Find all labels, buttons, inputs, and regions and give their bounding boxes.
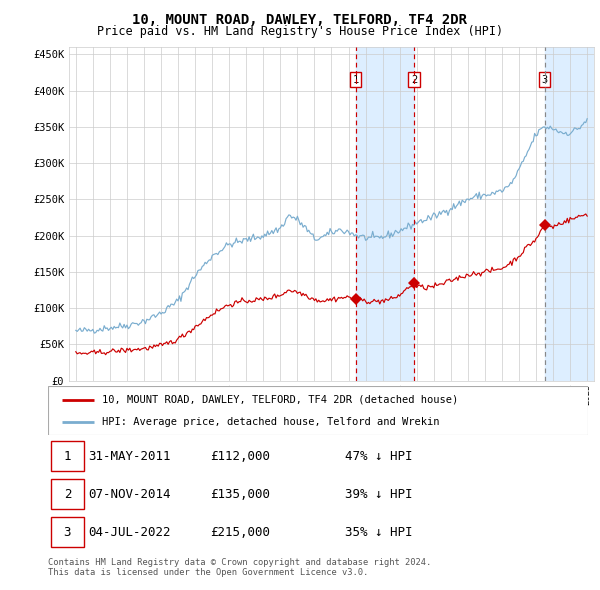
Bar: [50, 441, 84, 471]
Bar: [50, 479, 84, 509]
Text: 1: 1: [64, 450, 71, 463]
Text: 35% ↓ HPI: 35% ↓ HPI: [345, 526, 413, 539]
Text: 3: 3: [541, 75, 548, 85]
Text: £112,000: £112,000: [210, 450, 270, 463]
Text: 2: 2: [411, 75, 417, 85]
Text: 47% ↓ HPI: 47% ↓ HPI: [345, 450, 413, 463]
Bar: [50, 517, 84, 547]
Text: Contains HM Land Registry data © Crown copyright and database right 2024.
This d: Contains HM Land Registry data © Crown c…: [48, 558, 431, 577]
Text: 31-MAY-2011: 31-MAY-2011: [89, 450, 171, 463]
Text: HPI: Average price, detached house, Telford and Wrekin: HPI: Average price, detached house, Telf…: [102, 417, 439, 427]
Text: 07-NOV-2014: 07-NOV-2014: [89, 487, 171, 501]
Text: 10, MOUNT ROAD, DAWLEY, TELFORD, TF4 2DR: 10, MOUNT ROAD, DAWLEY, TELFORD, TF4 2DR: [133, 13, 467, 27]
Bar: [356, 47, 414, 381]
Text: Price paid vs. HM Land Registry's House Price Index (HPI): Price paid vs. HM Land Registry's House …: [97, 25, 503, 38]
Text: 10, MOUNT ROAD, DAWLEY, TELFORD, TF4 2DR (detached house): 10, MOUNT ROAD, DAWLEY, TELFORD, TF4 2DR…: [102, 395, 458, 405]
Text: £215,000: £215,000: [210, 526, 270, 539]
Text: 3: 3: [64, 526, 71, 539]
Text: 2: 2: [64, 487, 71, 501]
Text: 1: 1: [353, 75, 359, 85]
Text: £135,000: £135,000: [210, 487, 270, 501]
Text: 39% ↓ HPI: 39% ↓ HPI: [345, 487, 413, 501]
Bar: [545, 47, 596, 381]
Text: 04-JUL-2022: 04-JUL-2022: [89, 526, 171, 539]
